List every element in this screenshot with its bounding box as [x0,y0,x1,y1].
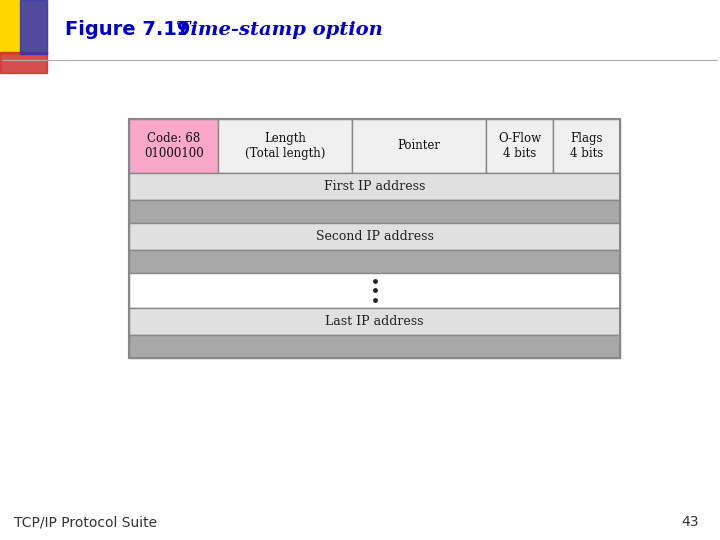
Bar [129,119,620,358]
Text: Code: 68
01000100: Code: 68 01000100 [144,132,204,160]
Text: 43: 43 [681,515,698,529]
Text: Length
(Total length): Length (Total length) [245,132,325,160]
Bar [218,119,352,173]
Text: Time-stamp option: Time-stamp option [176,21,383,39]
Text: First IP address: First IP address [324,180,426,193]
Text: Last IP address: Last IP address [325,315,424,328]
Bar [129,308,620,335]
Bar [486,119,553,173]
Bar [129,273,620,308]
Bar [129,173,620,200]
Bar [129,223,620,250]
Text: Flags
4 bits: Flags 4 bits [570,132,603,160]
Bar [129,200,620,223]
Text: TCP/IP Protocol Suite: TCP/IP Protocol Suite [14,515,158,529]
Text: Figure 7.19: Figure 7.19 [65,20,190,39]
Bar [553,119,620,173]
Bar [129,119,218,173]
Bar [129,335,620,358]
Text: Pointer: Pointer [397,139,441,152]
Text: O-Flow
4 bits: O-Flow 4 bits [498,132,541,160]
Text: Second IP address: Second IP address [315,230,433,243]
Bar [129,250,620,273]
Bar [352,119,486,173]
